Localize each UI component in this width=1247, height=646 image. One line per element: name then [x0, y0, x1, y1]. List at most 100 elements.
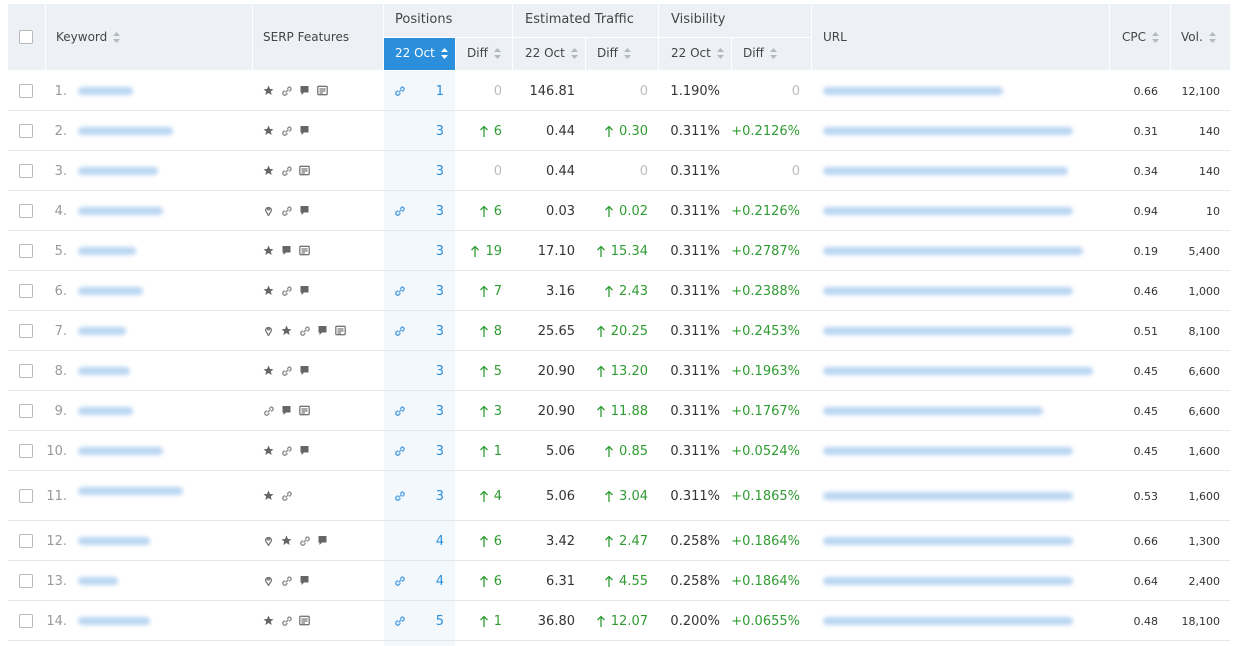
up-arrow — [605, 205, 614, 217]
header-label-text: Diff — [743, 46, 764, 60]
header-label-text: 22 Oct — [671, 46, 711, 60]
volume: 18,100 — [1182, 611, 1221, 631]
visibility: 0.258% — [670, 531, 720, 551]
up-arrow — [596, 365, 605, 377]
comment-icon — [300, 86, 309, 95]
cpc: 0.51 — [1134, 321, 1159, 341]
up-arrow — [479, 535, 488, 547]
cpc: 0.45 — [1134, 441, 1159, 461]
row-number-text: 12. — [46, 533, 67, 549]
traffic-text: 3.16 — [546, 283, 575, 299]
traffic-diff: 15.34 — [596, 241, 648, 261]
row-border — [8, 560, 1230, 561]
row-checkbox[interactable] — [19, 204, 33, 218]
cpc-text: 0.19 — [1133, 244, 1159, 258]
link-icon — [300, 326, 310, 336]
serp-features — [263, 575, 310, 586]
star-icon — [263, 125, 274, 135]
row-checkbox[interactable] — [19, 574, 33, 588]
row-checkbox[interactable] — [19, 324, 33, 338]
row-checkbox[interactable] — [19, 614, 33, 628]
header-label[interactable]: CPC — [1122, 30, 1160, 44]
header-label[interactable]: 22 Oct — [671, 46, 725, 60]
cpc: 0.46 — [1134, 281, 1159, 301]
row-checkbox[interactable] — [19, 534, 33, 548]
url-blurred — [823, 247, 1083, 255]
row-checkbox[interactable] — [19, 364, 33, 378]
keyword-blurred — [78, 487, 183, 495]
row-checkbox[interactable] — [19, 84, 33, 98]
row-checkbox[interactable] — [19, 164, 33, 178]
row-border — [8, 350, 1230, 351]
traffic-text: 0.44 — [546, 123, 575, 139]
star-icon — [263, 85, 274, 95]
header-label[interactable]: Diff — [743, 46, 778, 60]
traffic: 5.06 — [546, 441, 575, 461]
row-number: 14. — [40, 611, 67, 631]
link-icon — [282, 576, 292, 586]
header-label[interactable]: Diff — [467, 46, 502, 60]
position: 3 — [436, 401, 444, 421]
row-border — [8, 390, 1230, 391]
comment-icon — [282, 246, 291, 255]
link-icon — [282, 166, 292, 176]
select-all-checkbox[interactable] — [19, 30, 33, 44]
visibility-diff: +0.1864% — [731, 531, 800, 551]
visibility-text: 0.311% — [670, 283, 720, 299]
row-checkbox[interactable] — [19, 244, 33, 258]
volume-text: 1,000 — [1188, 284, 1221, 298]
header-label[interactable]: Keyword — [56, 30, 121, 44]
visibility-diff: +0.1767% — [731, 401, 800, 421]
header-cell — [46, 4, 252, 70]
link-icon — [300, 536, 310, 546]
cpc-text: 0.45 — [1133, 364, 1159, 378]
cpc: 0.66 — [1134, 531, 1159, 551]
position-text: 3 — [435, 443, 444, 459]
keyword-blurred — [78, 127, 173, 135]
serp-features — [263, 490, 292, 501]
visibility-diff: +0.2388% — [731, 281, 800, 301]
position-text: 3 — [435, 123, 444, 139]
position-diff: 5 — [479, 361, 502, 381]
position-text: 4 — [435, 573, 444, 589]
comment-icon — [300, 446, 309, 455]
cpc: 0.64 — [1134, 571, 1159, 591]
row-checkbox[interactable] — [19, 444, 33, 458]
position-diff: 6 — [479, 121, 502, 141]
up-arrow — [605, 535, 614, 547]
header-cell — [1110, 4, 1170, 70]
row-checkbox[interactable] — [19, 284, 33, 298]
cpc-text: 0.94 — [1133, 204, 1159, 218]
row-number: 1. — [40, 81, 67, 101]
header-label-text: CPC — [1122, 30, 1146, 44]
volume: 6,600 — [1189, 401, 1221, 421]
ranking-link — [394, 575, 405, 586]
traffic-diff-text: 2.47 — [619, 533, 648, 549]
row-number-text: 2. — [54, 123, 67, 139]
row-checkbox[interactable] — [19, 489, 33, 503]
row-number: 12. — [40, 531, 67, 551]
traffic-text: 20.90 — [537, 363, 575, 379]
image-icon — [299, 165, 310, 176]
row-number-text: 9. — [54, 403, 67, 419]
sort-icon — [1152, 31, 1159, 43]
position-diff-text: 0 — [493, 83, 502, 99]
cpc-text: 0.31 — [1133, 124, 1159, 138]
row-checkbox[interactable] — [19, 404, 33, 418]
header-label[interactable]: Diff — [597, 46, 632, 60]
ranking-link — [394, 325, 405, 336]
header-label[interactable]: 22 Oct — [395, 46, 449, 60]
row-checkbox[interactable] — [19, 124, 33, 138]
header-label-text: Visibility — [671, 12, 726, 27]
header-label[interactable]: Vol. — [1181, 30, 1217, 44]
header-label[interactable]: 22 Oct — [525, 46, 579, 60]
traffic-diff: 20.25 — [596, 321, 648, 341]
url-blurred — [823, 207, 1073, 215]
url-blurred — [823, 617, 1073, 625]
visibility: 0.311% — [670, 486, 720, 506]
up-arrow — [596, 245, 605, 257]
row-number-text: 1. — [54, 83, 67, 99]
position-text: 3 — [435, 363, 444, 379]
position-text: 1 — [435, 83, 444, 99]
visibility: 0.311% — [670, 161, 720, 181]
